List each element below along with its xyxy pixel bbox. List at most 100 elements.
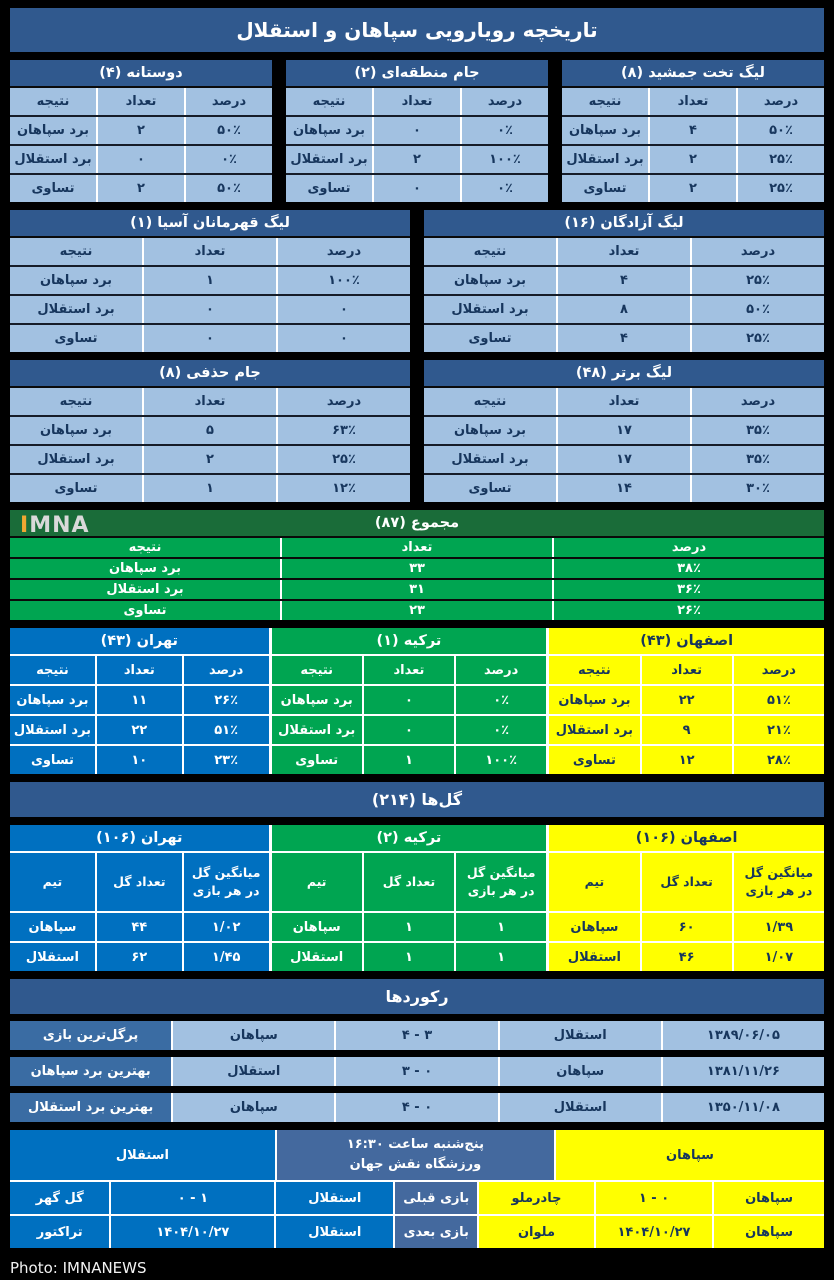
- percent-cell: ۱۰۰٪: [454, 746, 547, 774]
- team-cell: سپاهان: [549, 913, 640, 942]
- goal-avg-header: میانگین گل در هر بازی: [181, 853, 269, 912]
- date-cell: ۱۴۰۴/۱۰/۲۷: [111, 1216, 275, 1248]
- table-title: جام منطقه‌ای (۲): [286, 60, 548, 88]
- opponent-cell: ملوان: [479, 1216, 594, 1248]
- turkey-table: ترکیه (۱) نتیجه تعداد درصد برد سپاهان ۰ …: [271, 628, 547, 774]
- count-cell: ۰: [142, 296, 276, 323]
- result-header: نتیجه: [10, 88, 96, 115]
- percent-cell: ۲۸٪: [731, 746, 824, 774]
- team-cell: استقلال: [271, 943, 362, 972]
- result-cell: تساوی: [562, 175, 648, 202]
- percent-cell: ۳۶٪: [552, 580, 824, 599]
- team-cell: سپاهان: [10, 913, 95, 942]
- table-row: تساوی ۲ ۵۰٪: [10, 173, 272, 202]
- record-row: بهترین برد سپاهان استقلال ۰ - ۳ سپاهان ۱…: [8, 1055, 826, 1088]
- imna-logo: IMNA: [20, 513, 90, 538]
- result-cell: تساوی: [10, 475, 142, 502]
- friendly-table: دوستانه (۴) نتیجه تعداد درصد برد سپاهان …: [8, 58, 274, 204]
- result-header: نتیجه: [286, 88, 372, 115]
- goal-avg-cell: ۱/۰۷: [731, 943, 824, 972]
- record-score: ۰ - ۳: [334, 1057, 498, 1086]
- percent-cell: ۰٪: [460, 117, 548, 144]
- result-header: نتیجه: [10, 238, 142, 265]
- count-cell: ۸: [556, 296, 690, 323]
- table-title: لیگ تخت جمشید (۸): [562, 60, 824, 88]
- goal-avg-cell: ۱/۰۲: [181, 913, 269, 942]
- table-row: برد سپاهان ۴ ۲۵٪: [424, 265, 824, 294]
- table-title: ترکیه (۱): [271, 628, 547, 656]
- goal-count-cell: ۶۲: [94, 943, 182, 972]
- result-cell: تساوی: [549, 746, 640, 774]
- acl-table: لیگ قهرمانان آسیا (۱) نتیجه تعداد درصد ب…: [8, 208, 412, 354]
- result-cell: برد استقلال: [10, 580, 280, 599]
- result-cell: تساوی: [271, 746, 362, 774]
- team-cell: استقلال: [549, 943, 640, 972]
- percent-cell: ۲۵٪: [690, 325, 824, 352]
- result-cell: تساوی: [10, 601, 280, 620]
- infographic-root: تاریخچه رویارویی سپاهان و استقلال دوستان…: [8, 6, 826, 1277]
- count-header: تعداد: [94, 656, 182, 684]
- result-cell: برد استقلال: [549, 716, 640, 744]
- count-cell: ۳۳: [280, 559, 552, 578]
- header-row: تیم تعداد گل میانگین گل در هر بازی: [271, 853, 547, 912]
- table-title: تهران (۴۳): [10, 628, 269, 656]
- header-row: نتیجه تعداد درصد: [424, 388, 824, 415]
- table-row: سپاهان ۱ ۱: [271, 911, 547, 942]
- table-row: سپاهان ۶۰ ۱/۳۹: [549, 911, 824, 942]
- opponent-cell: تراکتور: [10, 1216, 110, 1248]
- result-cell: برد سپاهان: [424, 267, 556, 294]
- count-cell: ۱: [142, 267, 276, 294]
- table-row: سپاهان ۴۴ ۱/۰۲: [10, 911, 269, 942]
- count-cell: ۲: [96, 175, 184, 202]
- table-row: برد استقلال ۱۷ ۳۵٪: [424, 444, 824, 473]
- team-header: تیم: [549, 853, 640, 912]
- percent-cell: ۶۳٪: [276, 417, 410, 444]
- header-row: نتیجه تعداد درصد: [10, 88, 272, 115]
- team-cell: استقلال: [10, 943, 95, 972]
- result-header: نتیجه: [10, 388, 142, 415]
- count-cell: ۲: [96, 117, 184, 144]
- table-row: برد استقلال ۰ ۰٪: [271, 714, 547, 744]
- header-row: نتیجه تعداد درصد: [271, 656, 547, 684]
- count-header: تعداد: [556, 388, 690, 415]
- percent-cell: ۲۵٪: [690, 267, 824, 294]
- table-row: برد سپاهان ۲۲ ۵۱٪: [549, 684, 824, 714]
- percent-cell: ۰٪: [454, 716, 547, 744]
- result-header: نتیجه: [424, 388, 556, 415]
- count-cell: ۲۳: [280, 601, 552, 620]
- percent-cell: ۰٪: [460, 175, 548, 202]
- percent-cell: ۵۱٪: [731, 686, 824, 714]
- percent-cell: ۰٪: [184, 146, 272, 173]
- header-row: نتیجه تعداد درصد: [562, 88, 824, 115]
- table-row: تساوی ۱ ۱۲٪: [10, 473, 410, 502]
- count-header: تعداد: [372, 88, 460, 115]
- count-header: تعداد: [280, 538, 552, 557]
- goal-count-cell: ۱: [361, 943, 455, 972]
- header-row: نتیجه تعداد درصد: [286, 88, 548, 115]
- team-cell: سپاهان: [714, 1182, 824, 1214]
- isfahan-table: اصفهان (۴۳) نتیجه تعداد درصد برد سپاهان …: [549, 628, 824, 774]
- percent-cell: ۲۳٪: [181, 746, 269, 774]
- match-venue: ورزشگاه نقش جهان: [349, 1157, 482, 1172]
- table-row: برد سپاهان ۱ ۱۰۰٪: [10, 265, 410, 294]
- table-row: برد سپاهان ۲ ۵۰٪: [10, 115, 272, 144]
- date-cell: ۱۴۰۴/۱۰/۲۷: [595, 1216, 713, 1248]
- count-cell: ۲: [648, 146, 736, 173]
- result-cell: برد سپاهان: [10, 417, 142, 444]
- percent-header: درصد: [736, 88, 824, 115]
- count-cell: ۴: [556, 325, 690, 352]
- table-row: استقلال ۴۶ ۱/۰۷: [549, 941, 824, 972]
- percent-header: درصد: [690, 238, 824, 265]
- goals-row: تهران (۱۰۶) تیم تعداد گل میانگین گل در ه…: [8, 823, 826, 973]
- count-cell: ۱۷: [556, 417, 690, 444]
- percent-cell: ۵۰٪: [736, 117, 824, 144]
- count-header: تعداد: [96, 88, 184, 115]
- records-band: رکوردها: [8, 977, 826, 1016]
- table-title: مجموع (۸۷): [374, 515, 460, 531]
- next-match-header: استقلال پنج‌شنبه ساعت ۱۶:۳۰ ورزشگاه نقش …: [10, 1130, 824, 1180]
- result-cell: تساوی: [10, 175, 96, 202]
- result-cell: برد استقلال: [10, 716, 95, 744]
- count-cell: ۱۱: [94, 686, 182, 714]
- total-table: IMNA مجموع (۸۷) نتیجه تعداد درصد برد سپا…: [8, 508, 826, 622]
- score-cell: ۰ - ۱: [595, 1182, 713, 1214]
